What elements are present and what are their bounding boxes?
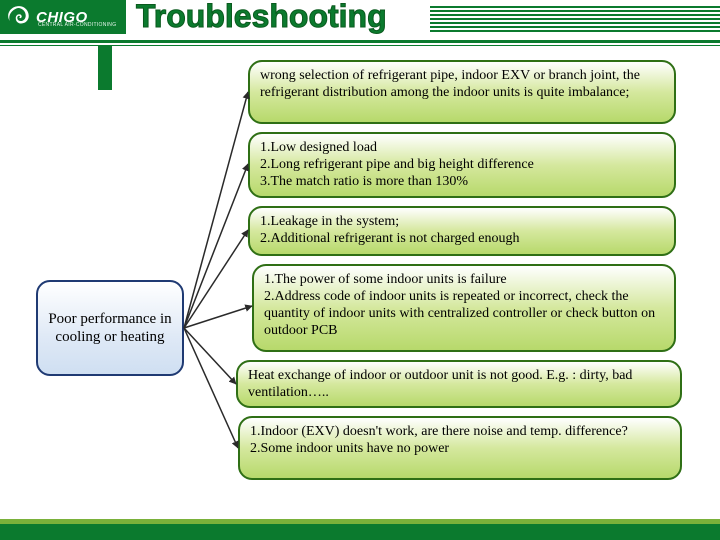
cause-line: wrong selection of refrigerant pipe, ind…	[260, 67, 664, 101]
cause-box-2: 1.Leakage in the system;2.Additional ref…	[248, 206, 676, 256]
cause-line: 2.Some indoor units have no power	[250, 440, 670, 457]
cause-line: 1.The power of some indoor units is fail…	[264, 271, 664, 288]
header-left-block	[98, 46, 112, 90]
cause-line: 1.Low designed load	[260, 139, 664, 156]
brand-subtext: CENTRAL AIR-CONDITIONING	[38, 22, 116, 28]
cause-line: 1.Leakage in the system;	[260, 213, 664, 230]
cause-line: 1.Indoor (EXV) doesn't work, are there n…	[250, 423, 670, 440]
footer-bar	[0, 524, 720, 540]
cause-box-0: wrong selection of refrigerant pipe, ind…	[248, 60, 676, 124]
cause-line: 2.Address code of indoor units is repeat…	[264, 288, 664, 339]
cause-line: 3.The match ratio is more than 130%	[260, 173, 664, 190]
page-title: Troubleshooting	[136, 0, 387, 35]
cause-box-4: Heat exchange of indoor or outdoor unit …	[236, 360, 682, 408]
slide-header: CHIGO CENTRAL AIR-CONDITIONING Troublesh…	[0, 0, 720, 48]
brand-badge: CHIGO CENTRAL AIR-CONDITIONING	[0, 0, 126, 34]
cause-box-1: 1.Low designed load2.Long refrigerant pi…	[248, 132, 676, 198]
header-stripes	[430, 6, 720, 34]
brand-swirl-icon	[6, 4, 32, 30]
cause-box-5: 1.Indoor (EXV) doesn't work, are there n…	[238, 416, 682, 480]
cause-box-3: 1.The power of some indoor units is fail…	[252, 264, 676, 352]
cause-line: 2.Long refrigerant pipe and big height d…	[260, 156, 664, 173]
diagram-root-text: Poor performance in cooling or heating	[48, 310, 172, 347]
header-underline	[0, 40, 720, 43]
cause-line: 2.Additional refrigerant is not charged …	[260, 230, 664, 247]
cause-line: Heat exchange of indoor or outdoor unit …	[248, 367, 670, 401]
diagram-root: Poor performance in cooling or heating	[36, 280, 184, 376]
